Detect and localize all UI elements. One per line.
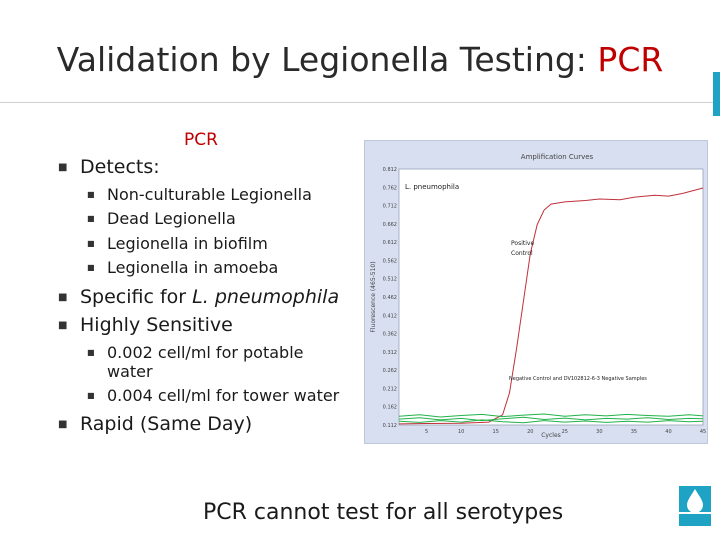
square-bullet-icon: ■ bbox=[58, 292, 68, 303]
square-bullet-icon: ■ bbox=[87, 348, 95, 357]
sub-bullet-text: Dead Legionella bbox=[107, 209, 236, 228]
water-drop-logo bbox=[679, 486, 711, 526]
square-bullet-icon: ■ bbox=[87, 214, 95, 223]
y-tick-label: 0.812 bbox=[383, 167, 397, 173]
y-tick-label: 0.662 bbox=[383, 222, 397, 228]
sub-bullet: ■ Legionella in biofilm bbox=[87, 234, 268, 253]
y-tick-label: 0.112 bbox=[383, 423, 397, 429]
bullet-text: Highly Sensitive bbox=[80, 314, 233, 336]
x-tick-label: 30 bbox=[596, 429, 602, 435]
x-tick-label: 15 bbox=[493, 429, 499, 435]
plot-area bbox=[398, 168, 704, 426]
y-tick-label: 0.712 bbox=[383, 204, 397, 210]
chart-caption: PCR bbox=[184, 130, 218, 150]
species-name: L. pneumophila bbox=[192, 286, 340, 308]
square-bullet-icon: ■ bbox=[58, 320, 68, 331]
sub-bullet: ■ 0.002 cell/ml for potable bbox=[87, 343, 304, 362]
y-tick-label: 0.462 bbox=[383, 295, 397, 301]
bullet-detects: ■ Detects: bbox=[58, 156, 160, 178]
x-tick-label: 25 bbox=[562, 429, 568, 435]
bullet-text: Specific for bbox=[80, 286, 193, 308]
series-line-3 bbox=[398, 413, 704, 418]
sub-bullet: ■ Legionella in amoeba bbox=[87, 258, 279, 277]
sub-bullet-text: Non-culturable Legionella bbox=[107, 185, 312, 204]
title-divider bbox=[0, 102, 720, 103]
chart-title: Amplification Curves bbox=[521, 153, 594, 161]
negative-label: Negative Control and DV102812-6-3 Negati… bbox=[509, 376, 647, 382]
accent-bar bbox=[713, 72, 720, 116]
square-bullet-icon: ■ bbox=[87, 263, 95, 272]
sub-bullet-text: 0.004 cell/ml for tower water bbox=[107, 386, 340, 405]
sub-bullet-text: Legionella in biofilm bbox=[107, 234, 268, 253]
bullet-text: Rapid (Same Day) bbox=[80, 413, 253, 435]
y-tick-label: 0.512 bbox=[383, 277, 397, 283]
title-main: Validation by Legionella Testing: bbox=[56, 40, 598, 79]
bullet-sensitive: ■ Highly Sensitive bbox=[58, 314, 233, 336]
square-bullet-icon: ■ bbox=[87, 391, 95, 400]
title-accent: PCR bbox=[597, 40, 664, 79]
series-line-1 bbox=[398, 416, 704, 422]
footer-note: PCR cannot test for all serotypes bbox=[203, 500, 564, 525]
y-tick-label: 0.312 bbox=[383, 350, 397, 356]
x-tick-label: 5 bbox=[425, 429, 428, 435]
y-tick-label: 0.262 bbox=[383, 368, 397, 374]
series-line-2 bbox=[398, 419, 704, 424]
slide-title: Validation by Legionella Testing: PCR bbox=[0, 40, 720, 79]
bullet-rapid: ■ Rapid (Same Day) bbox=[58, 413, 253, 435]
x-tick-label: 40 bbox=[665, 429, 671, 435]
positive-label: Positive bbox=[511, 240, 534, 247]
sub-bullet-text: 0.002 cell/ml for potable bbox=[107, 343, 304, 362]
square-bullet-icon: ■ bbox=[58, 162, 68, 173]
y-tick-label: 0.612 bbox=[383, 240, 397, 246]
series-label: L. pneumophila bbox=[405, 183, 459, 191]
sub-bullet: ■ Dead Legionella bbox=[87, 209, 236, 228]
x-tick-label: 10 bbox=[458, 429, 464, 435]
chart-svg: Amplification Curves Fluorescence (465-5… bbox=[370, 153, 706, 439]
y-tick-label: 0.562 bbox=[383, 258, 397, 264]
sub-bullet-text: water bbox=[107, 362, 153, 381]
y-axis-label: Fluorescence (465-510) bbox=[370, 261, 377, 332]
y-tick-label: 0.762 bbox=[383, 185, 397, 191]
sub-bullet-continuation: water bbox=[107, 362, 153, 381]
amplification-chart: Amplification Curves Fluorescence (465-5… bbox=[364, 140, 708, 444]
y-tick-label: 0.412 bbox=[383, 313, 397, 319]
x-tick-label: 20 bbox=[527, 429, 533, 435]
y-tick-label: 0.212 bbox=[383, 386, 397, 392]
positive-label-2: Control bbox=[511, 250, 533, 257]
bullet-text: Detects: bbox=[80, 156, 160, 178]
square-bullet-icon: ■ bbox=[58, 419, 68, 430]
sub-bullet: ■ Non-culturable Legionella bbox=[87, 185, 312, 204]
x-tick-label: 45 bbox=[700, 429, 706, 435]
sub-bullet: ■ 0.004 cell/ml for tower water bbox=[87, 386, 340, 405]
sub-bullet-text: Legionella in amoeba bbox=[107, 258, 279, 277]
x-axis-label: Cycles bbox=[541, 432, 561, 439]
bullet-specific: ■ Specific for L. pneumophila bbox=[58, 286, 340, 308]
y-tick-label: 0.362 bbox=[383, 332, 397, 338]
y-tick-label: 0.162 bbox=[383, 405, 397, 411]
x-tick-label: 35 bbox=[631, 429, 637, 435]
square-bullet-icon: ■ bbox=[87, 239, 95, 248]
square-bullet-icon: ■ bbox=[87, 190, 95, 199]
